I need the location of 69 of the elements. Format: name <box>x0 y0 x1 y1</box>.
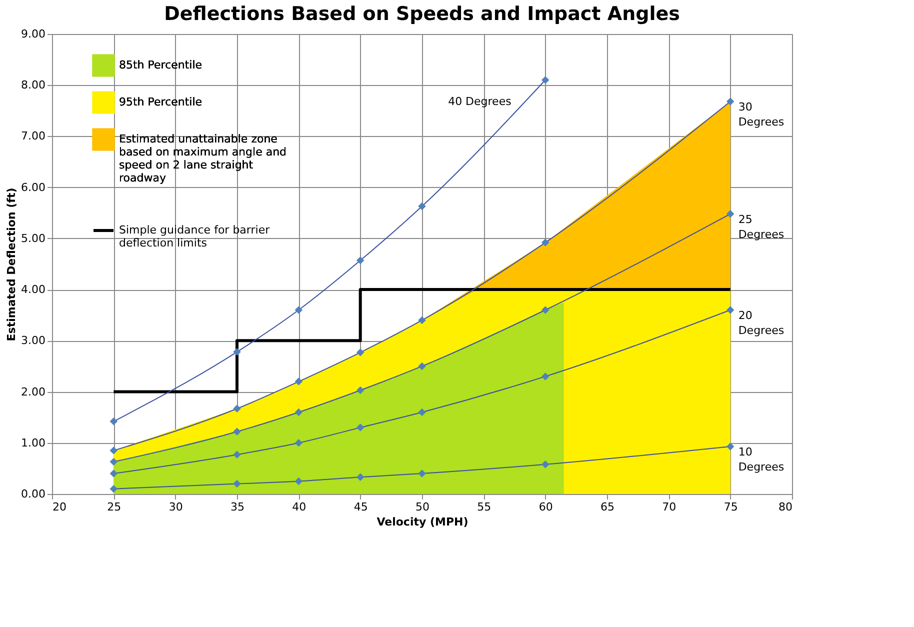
x-tick-label: 60 <box>538 500 553 514</box>
point <box>294 477 303 486</box>
y-tick-label: 1.00 <box>21 436 46 450</box>
y-tick-label: 8.00 <box>21 78 46 92</box>
point <box>233 348 241 356</box>
y-tick-label: 6.00 <box>21 180 46 194</box>
y-tick-label: 4.00 <box>21 283 46 296</box>
y-tick-label: 7.00 <box>21 130 46 143</box>
x-tick-label: 50 <box>416 500 430 514</box>
x-tick-label: 30 <box>168 500 183 514</box>
point <box>356 386 364 394</box>
point <box>541 372 550 380</box>
point <box>418 202 426 210</box>
point <box>294 306 303 314</box>
x-tick-label: 55 <box>477 500 492 514</box>
y-tick-label: 5.00 <box>21 232 46 245</box>
x-tick-label: 75 <box>724 500 738 514</box>
point <box>726 98 734 106</box>
point <box>418 408 426 416</box>
point <box>110 470 118 478</box>
series-label: 40 Degrees <box>448 95 512 108</box>
x-tick-label: 65 <box>600 500 614 514</box>
y-tick-label: 0.00 <box>21 488 46 500</box>
point <box>110 446 118 454</box>
y-axis-title: Estimated Deflection (ft) <box>5 188 18 342</box>
series-label: 30 Degrees <box>738 100 784 128</box>
legend-label: Estimated unattainable zone based on maximum angle and speed on 2 lane straight roadway <box>119 132 287 184</box>
x-tick-label: 45 <box>354 500 368 514</box>
point <box>726 306 734 314</box>
point <box>726 210 734 218</box>
chart-title: Deflections Based on Speeds and Impact Angles <box>164 3 680 25</box>
point <box>110 418 118 426</box>
point <box>233 428 241 436</box>
point <box>233 404 241 413</box>
series-label: 10 Degrees <box>738 445 784 474</box>
point <box>356 348 364 356</box>
point <box>110 458 118 466</box>
x-tick-label: 80 <box>778 500 792 514</box>
x-tick-label: 25 <box>107 500 122 514</box>
x-tick-label: 35 <box>230 500 244 514</box>
point <box>110 485 118 493</box>
point <box>233 450 241 459</box>
x-tick-label: 70 <box>662 500 676 514</box>
point <box>726 442 734 450</box>
legend-label: 85th Percentile <box>119 58 202 72</box>
point <box>356 256 364 264</box>
point <box>418 316 426 324</box>
y-tick-label: 3.00 <box>21 334 46 348</box>
point <box>541 238 550 246</box>
point <box>294 439 303 447</box>
point <box>541 306 550 314</box>
series-label: 25 Degrees <box>738 212 784 241</box>
point <box>233 480 241 488</box>
y-tick-label: 9.00 <box>21 28 46 40</box>
legend-label: Simple guidance for barrier deflection limits <box>119 224 270 250</box>
point <box>294 408 303 416</box>
point <box>418 470 426 478</box>
x-axis-title: Velocity (MPH) <box>376 516 468 528</box>
point <box>541 460 550 468</box>
point <box>418 362 426 370</box>
point <box>356 424 364 432</box>
point <box>356 473 364 482</box>
point <box>294 378 303 386</box>
y-tick-label: 2.00 <box>21 385 46 398</box>
x-tick-label: 20 <box>52 500 66 514</box>
legend-label: 95th Percentile <box>119 96 202 108</box>
series-label: 20 Degrees <box>738 309 784 337</box>
point <box>541 76 550 84</box>
x-tick-label: 40 <box>292 500 306 514</box>
